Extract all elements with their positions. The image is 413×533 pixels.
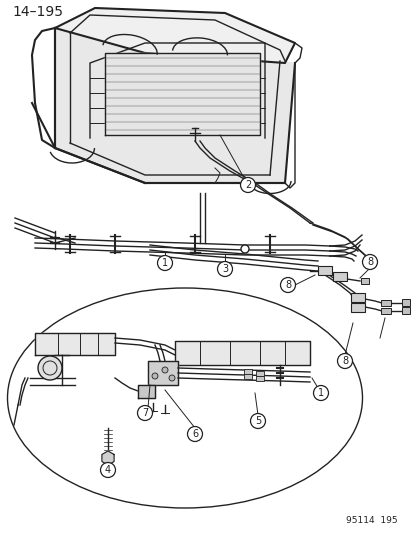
- Bar: [255, 376, 263, 381]
- Bar: [350, 303, 364, 312]
- Text: 14–195: 14–195: [12, 5, 63, 19]
- Bar: [350, 293, 364, 302]
- Circle shape: [152, 373, 158, 379]
- Text: 5: 5: [254, 416, 261, 426]
- Circle shape: [187, 426, 202, 441]
- Polygon shape: [35, 333, 115, 355]
- Circle shape: [240, 177, 255, 192]
- Polygon shape: [105, 53, 259, 135]
- Text: 8: 8: [284, 280, 290, 290]
- Text: 1: 1: [317, 388, 323, 398]
- Text: 4: 4: [104, 465, 111, 475]
- Text: 7: 7: [142, 408, 148, 418]
- Text: 1: 1: [161, 258, 168, 268]
- Circle shape: [240, 245, 248, 253]
- Bar: [401, 299, 409, 306]
- Circle shape: [280, 278, 295, 293]
- Bar: [380, 308, 390, 314]
- Circle shape: [362, 254, 377, 270]
- Circle shape: [217, 262, 232, 277]
- Bar: [243, 374, 252, 378]
- Text: 6: 6: [192, 429, 197, 439]
- Polygon shape: [138, 385, 154, 398]
- Circle shape: [337, 353, 351, 368]
- Polygon shape: [55, 8, 294, 63]
- Circle shape: [313, 385, 328, 400]
- Polygon shape: [102, 451, 114, 465]
- Circle shape: [169, 375, 175, 381]
- Circle shape: [137, 406, 152, 421]
- Circle shape: [157, 255, 172, 271]
- Bar: [380, 300, 390, 306]
- Text: 3: 3: [221, 264, 228, 274]
- Circle shape: [250, 414, 265, 429]
- Text: 8: 8: [366, 257, 372, 267]
- Text: 8: 8: [341, 356, 347, 366]
- Circle shape: [161, 367, 168, 373]
- Bar: [255, 370, 263, 376]
- Circle shape: [38, 356, 62, 380]
- Bar: [360, 278, 368, 284]
- Text: 95114  195: 95114 195: [346, 516, 397, 525]
- Bar: [243, 368, 252, 374]
- Text: 2: 2: [244, 180, 251, 190]
- Bar: [332, 272, 346, 281]
- Circle shape: [100, 463, 115, 478]
- Bar: [401, 307, 409, 314]
- Polygon shape: [147, 361, 178, 385]
- Polygon shape: [175, 341, 309, 365]
- Bar: [317, 266, 331, 275]
- Polygon shape: [55, 28, 294, 183]
